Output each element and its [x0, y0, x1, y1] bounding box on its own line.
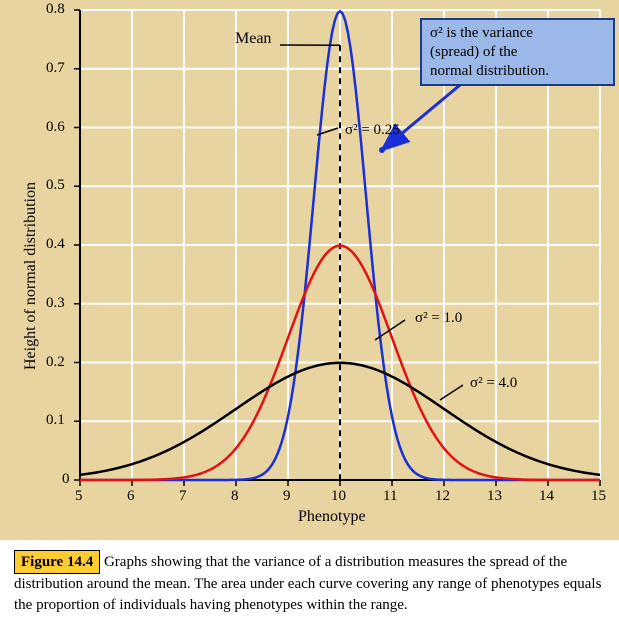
x-tick-label: 13 — [487, 488, 502, 505]
x-tick-label: 15 — [591, 488, 606, 505]
figure-number-label: Figure 14.4 — [14, 550, 100, 574]
curve-label-sigma2_1: σ² = 1.0 — [415, 310, 462, 327]
mean-label: Mean — [235, 30, 271, 48]
x-tick-label: 10 — [331, 488, 346, 505]
variance-annotation-box: σ² is the variance(spread) of thenormal … — [420, 18, 615, 86]
chart-container: σ² is the variance(spread) of thenormal … — [0, 0, 619, 540]
y-tick-label: 0.6 — [46, 119, 65, 136]
x-tick-label: 8 — [231, 488, 239, 505]
y-tick-label: 0.8 — [46, 1, 65, 18]
x-tick-label: 12 — [435, 488, 450, 505]
figure-caption: Figure 14.4 Graphs showing that the vari… — [0, 540, 619, 629]
curve-label-sigma2_4: σ² = 4.0 — [470, 375, 517, 392]
x-tick-label: 14 — [539, 488, 554, 505]
y-axis-label: Height of normal distribution — [22, 182, 40, 370]
y-tick-label: 0.4 — [46, 236, 65, 253]
x-tick-label: 6 — [127, 488, 135, 505]
curve-label-sigma2_025: σ² = 0.25 — [345, 122, 400, 139]
y-tick-label: 0 — [62, 471, 70, 488]
x-axis-label: Phenotype — [298, 508, 366, 526]
y-tick-label: 0.7 — [46, 60, 65, 77]
y-tick-label: 0.1 — [46, 412, 65, 429]
y-tick-label: 0.2 — [46, 354, 65, 371]
y-tick-label: 0.5 — [46, 177, 65, 194]
x-tick-label: 9 — [283, 488, 291, 505]
y-tick-label: 0.3 — [46, 295, 65, 312]
caption-text: Graphs showing that the variance of a di… — [14, 554, 601, 613]
x-tick-label: 11 — [383, 488, 397, 505]
x-tick-label: 5 — [75, 488, 83, 505]
x-tick-label: 7 — [179, 488, 187, 505]
